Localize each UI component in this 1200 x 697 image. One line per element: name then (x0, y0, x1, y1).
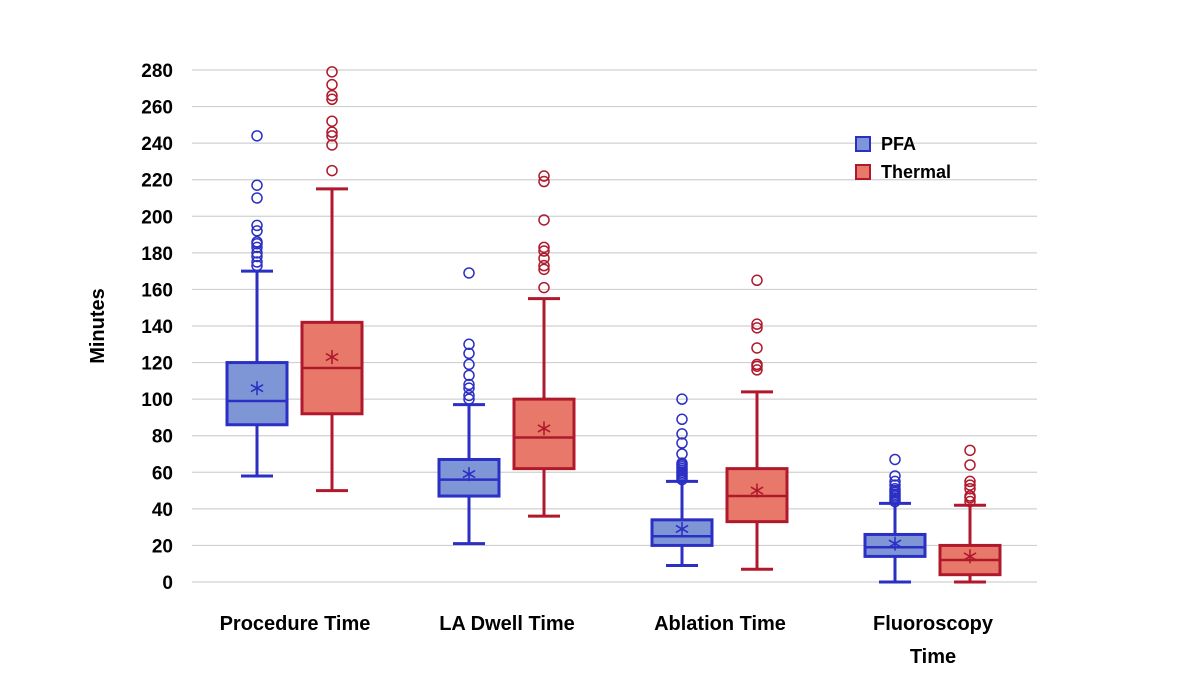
y-tick-label: 20 (152, 536, 173, 557)
outlier-point (676, 413, 688, 426)
outlier-point (538, 281, 550, 294)
outlier-point (538, 259, 550, 272)
outlier-point (463, 338, 475, 351)
outlier-point (889, 470, 901, 482)
outlier-point (751, 342, 763, 354)
x-category-label: Procedure Time (220, 613, 371, 635)
outlier-point (889, 453, 901, 466)
outlier-point (251, 219, 263, 232)
y-tick-label: 180 (141, 244, 173, 265)
y-tick-label: 0 (162, 573, 173, 594)
outlier-point (326, 139, 338, 151)
legend-label: Thermal (881, 162, 951, 182)
outlier-point (964, 444, 976, 457)
mean-marker (537, 421, 551, 436)
outlier-point (251, 256, 263, 268)
outlier-point (964, 475, 976, 488)
outlier-point (751, 322, 763, 334)
outlier-point (964, 490, 976, 502)
outlier-point (326, 130, 338, 142)
outlier-point (251, 259, 263, 272)
mean-marker (325, 350, 339, 365)
y-tick-label: 140 (141, 317, 173, 338)
y-tick-label: 260 (141, 98, 173, 119)
outlier-point (326, 89, 338, 102)
outlier-point (251, 236, 263, 248)
outlier-point (463, 369, 475, 382)
y-tick-label: 280 (141, 61, 173, 82)
y-tick-label: 220 (141, 171, 173, 192)
outlier-point (964, 495, 976, 508)
outlier-point (889, 475, 901, 488)
mean-marker (250, 381, 264, 396)
outlier-point (676, 448, 688, 460)
outlier-point (326, 78, 338, 91)
outlier-point (251, 225, 263, 237)
outlier-point (538, 252, 550, 265)
outlier-point (326, 66, 338, 78)
outlier-point (463, 358, 475, 371)
outlier-point (538, 175, 550, 188)
outlier-point (751, 358, 763, 371)
outlier-point (463, 267, 475, 279)
y-tick-label: 100 (141, 390, 173, 411)
outlier-point (251, 130, 263, 142)
y-tick-label: 60 (152, 463, 173, 484)
outlier-point (538, 263, 550, 276)
x-category-label: Fluoroscopy (873, 613, 994, 635)
outlier-point (538, 170, 550, 182)
outlier-point (889, 482, 901, 495)
y-tick-label: 200 (141, 207, 173, 228)
outlier-point (964, 479, 976, 491)
outlier-point (751, 318, 763, 330)
outlier-point (538, 214, 550, 226)
outlier-point (463, 382, 475, 394)
outlier-point (676, 428, 688, 440)
outlier-point (251, 241, 263, 254)
outlier-point (964, 459, 976, 471)
outlier-point (251, 250, 263, 263)
outlier-point (964, 482, 976, 495)
outlier-point (326, 93, 338, 106)
y-tick-label: 160 (141, 280, 173, 301)
outlier-point (676, 393, 688, 405)
outlier-point (251, 179, 263, 191)
mean-marker (675, 521, 689, 536)
outlier-point (676, 437, 688, 449)
mean-marker (462, 467, 476, 482)
x-category-label: LA Dwell Time (439, 613, 575, 635)
outlier-point (463, 389, 475, 402)
outlier-point (889, 479, 901, 491)
legend-swatch (855, 164, 871, 180)
mean-marker (963, 549, 977, 564)
outlier-point (676, 457, 688, 469)
outlier-point (251, 192, 263, 204)
mean-marker (888, 536, 902, 551)
outlier-point (326, 126, 338, 138)
outlier-point (463, 393, 475, 405)
x-category-label: Ablation Time (654, 613, 786, 635)
outlier-point (751, 364, 763, 376)
y-axis-title: Minutes (87, 288, 109, 364)
outlier-point (326, 115, 338, 127)
y-tick-label: 120 (141, 354, 173, 375)
outlier-point (538, 245, 550, 257)
y-tick-label: 80 (152, 427, 173, 448)
y-tick-label: 240 (141, 134, 173, 155)
mean-marker (750, 483, 764, 498)
legend-swatch (855, 136, 871, 152)
outlier-point (751, 274, 763, 287)
outlier-point (463, 347, 475, 360)
legend-label: PFA (881, 134, 916, 154)
outlier-point (326, 164, 338, 177)
y-tick-label: 40 (152, 500, 173, 521)
outlier-point (463, 378, 475, 391)
outlier-point (538, 241, 550, 254)
outlier-point (251, 247, 263, 259)
x-category-label: Time (910, 646, 956, 668)
